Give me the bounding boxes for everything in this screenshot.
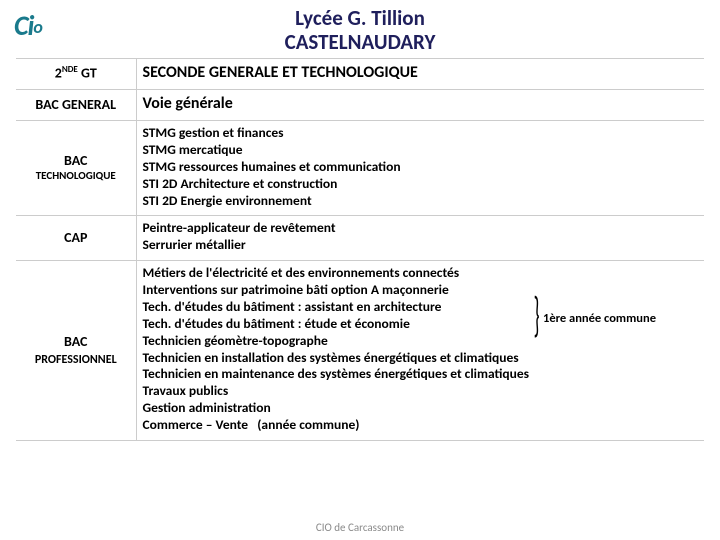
table-row: BACTECHNOLOGIQUESTMG gestion et finances…	[16, 121, 704, 216]
page-title-line2: CASTELNAUDARY	[0, 30, 720, 54]
row-content: STMG gestion et financesSTMG mercatiqueS…	[136, 121, 704, 216]
brace-icon: }	[534, 292, 540, 340]
row-category: BACPROFESSIONNEL	[16, 261, 136, 441]
row-category: BACTECHNOLOGIQUE	[16, 121, 136, 216]
row-content: Peintre-applicateur de revêtementSerruri…	[136, 216, 704, 261]
logo: Cio	[14, 8, 42, 43]
programs-table: 2NDE GTSECONDE GENERALE ET TECHNOLOGIQUE…	[16, 58, 704, 441]
row-content: SECONDE GENERALE ET TECHNOLOGIQUE	[136, 59, 704, 90]
table-row: BACPROFESSIONNELMétiers de l'électricité…	[16, 261, 704, 441]
row-category: BAC GENERAL	[16, 90, 136, 121]
row-content: Voie générale	[136, 90, 704, 121]
table-row: BAC GENERALVoie générale	[16, 90, 704, 121]
row-category: CAP	[16, 216, 136, 261]
table-row: 2NDE GTSECONDE GENERALE ET TECHNOLOGIQUE	[16, 59, 704, 90]
page-title-line1: Lycée G. Tillion	[0, 6, 720, 30]
page-header: Lycée G. Tillion CASTELNAUDARY	[0, 0, 720, 54]
row-category: 2NDE GT	[16, 59, 136, 90]
footer-text: CIO de Carcassonne	[0, 521, 720, 534]
logo-suffix: o	[33, 16, 42, 38]
logo-text: Ci	[14, 8, 33, 43]
row-content: Métiers de l'électricité et des environn…	[136, 261, 704, 441]
table-row: CAPPeintre-applicateur de revêtementSerr…	[16, 216, 704, 261]
annotation-text: 1ère année commune	[543, 311, 703, 326]
